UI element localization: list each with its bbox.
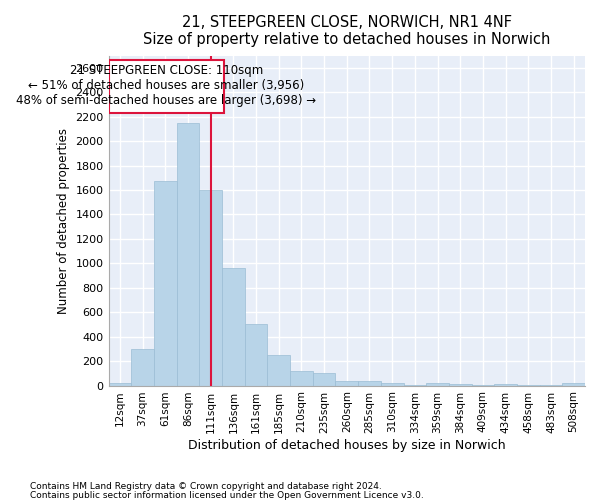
Bar [449, 384, 472, 386]
Bar [562, 383, 585, 386]
X-axis label: Distribution of detached houses by size in Norwich: Distribution of detached houses by size … [188, 440, 506, 452]
Bar [426, 382, 449, 386]
Bar [222, 268, 245, 386]
FancyBboxPatch shape [109, 60, 224, 113]
Text: Contains HM Land Registry data © Crown copyright and database right 2024.: Contains HM Land Registry data © Crown c… [30, 482, 382, 491]
Bar [517, 385, 539, 386]
Bar [539, 385, 562, 386]
Bar [494, 384, 517, 386]
Bar [154, 182, 176, 386]
Text: 21 STEEPGREEN CLOSE: 110sqm: 21 STEEPGREEN CLOSE: 110sqm [70, 64, 263, 77]
Bar [199, 190, 222, 386]
Bar [313, 374, 335, 386]
Y-axis label: Number of detached properties: Number of detached properties [57, 128, 70, 314]
Bar [245, 324, 268, 386]
Bar [472, 385, 494, 386]
Title: 21, STEEPGREEN CLOSE, NORWICH, NR1 4NF
Size of property relative to detached hou: 21, STEEPGREEN CLOSE, NORWICH, NR1 4NF S… [143, 15, 550, 48]
Bar [268, 355, 290, 386]
Bar [290, 371, 313, 386]
Bar [358, 382, 381, 386]
Bar [176, 122, 199, 386]
Bar [404, 385, 426, 386]
Bar [335, 380, 358, 386]
Text: ← 51% of detached houses are smaller (3,956): ← 51% of detached houses are smaller (3,… [28, 79, 305, 92]
Text: 48% of semi-detached houses are larger (3,698) →: 48% of semi-detached houses are larger (… [16, 94, 317, 107]
Bar [131, 349, 154, 386]
Text: Contains public sector information licensed under the Open Government Licence v3: Contains public sector information licen… [30, 490, 424, 500]
Bar [109, 382, 131, 386]
Bar [381, 382, 404, 386]
